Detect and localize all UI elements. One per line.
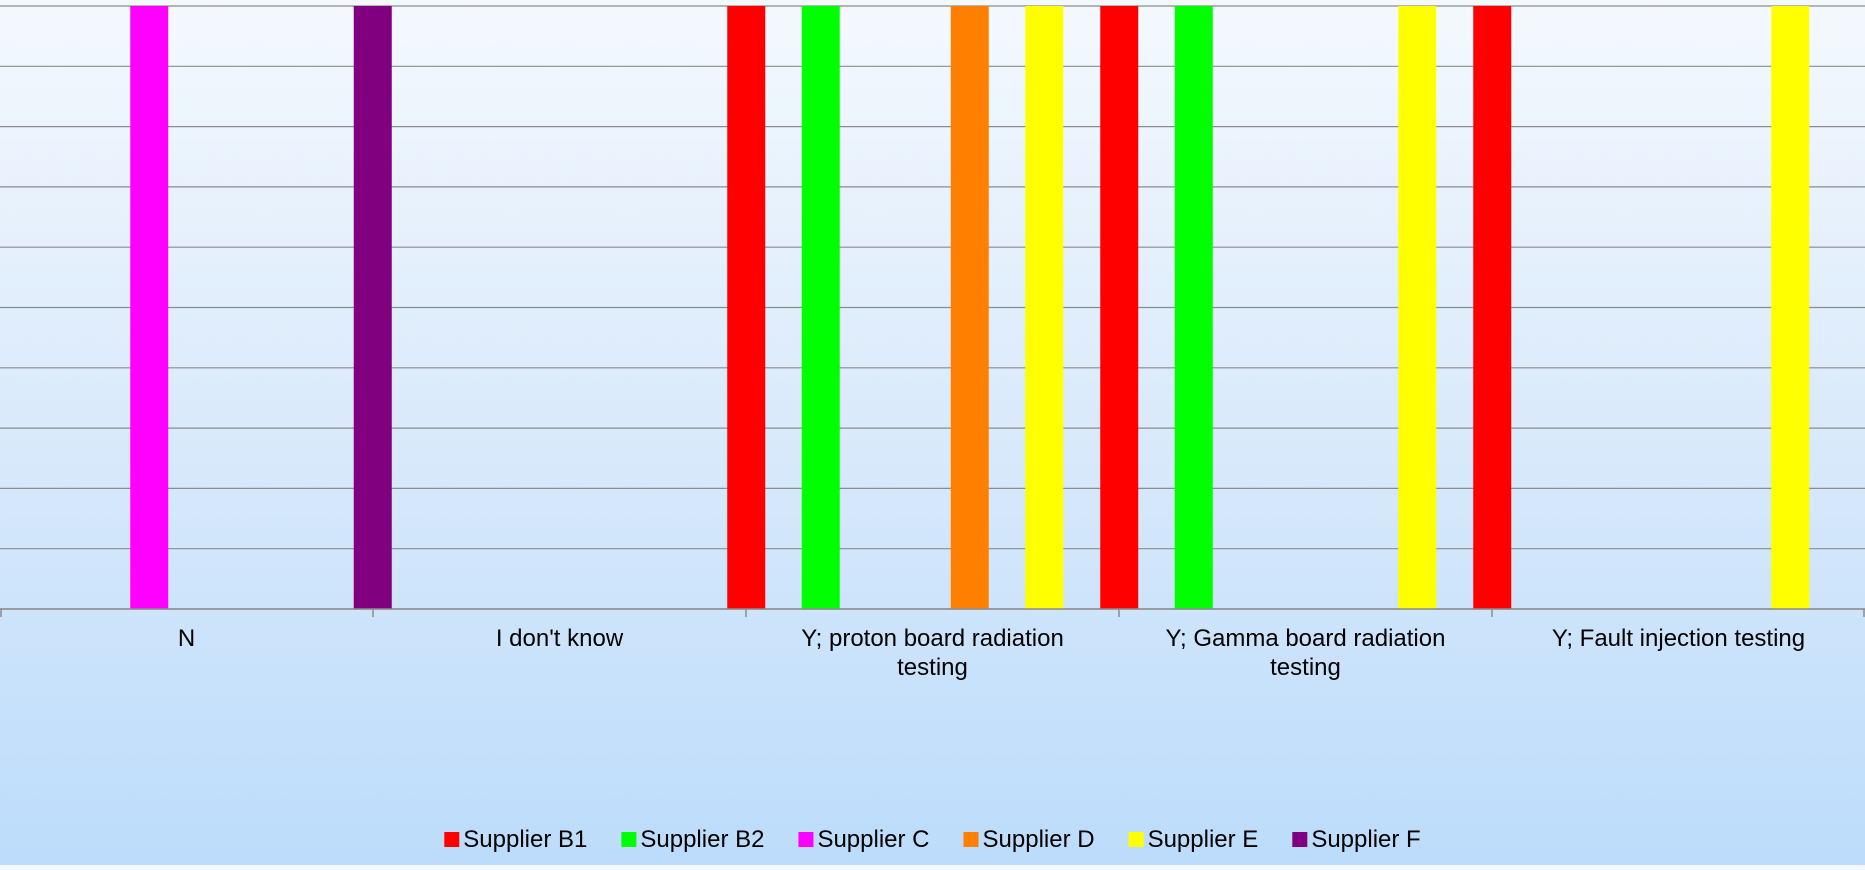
x-tick-label: Y; Fault injection testing: [1552, 625, 1805, 652]
x-tick-label: Y; Gamma board radiation testing: [1166, 625, 1446, 681]
bar-supplier-b1-3: [1100, 6, 1139, 609]
x-tick-label: I don't know: [496, 625, 624, 652]
bar-supplier-b1-4: [1473, 6, 1512, 609]
legend-swatch: [444, 832, 460, 847]
legend-label: Supplier F: [1311, 826, 1420, 853]
legend-label: Supplier B2: [640, 826, 764, 853]
bar-supplier-b1-2: [727, 6, 766, 609]
legend-swatch: [963, 832, 979, 847]
category-labels: N I don't know Y; proton board radiation te…: [178, 625, 1805, 681]
bar-supplier-b2-2: [801, 6, 840, 609]
legend-item: Supplier E: [1128, 826, 1259, 853]
bar-supplier-e-4: [1771, 6, 1810, 609]
bars: [130, 6, 1810, 609]
legend-label: Supplier C: [817, 826, 929, 853]
legend-swatch: [621, 832, 637, 847]
gridlines: [0, 5, 1865, 610]
legend-swatch: [798, 832, 814, 847]
bar-supplier-d-2: [950, 6, 989, 609]
x-tick-label: N: [178, 625, 195, 652]
bar-supplier-b2-3: [1174, 6, 1213, 609]
legend-swatch: [1128, 832, 1144, 847]
legend-item: Supplier D: [963, 826, 1095, 853]
legend-item: Supplier B2: [621, 826, 764, 853]
legend-label: Supplier D: [983, 826, 1095, 853]
x-tick-label: Y; proton board radiation testing: [801, 625, 1064, 681]
bar-supplier-c-0: [130, 6, 169, 609]
bar-supplier-e-2: [1025, 6, 1064, 609]
x-axis: [0, 608, 1865, 617]
bar-supplier-f-0: [353, 6, 392, 609]
legend: Supplier B1 Supplier B2 Supplier C Supplier…: [444, 826, 1421, 853]
bar-supplier-e-3: [1398, 6, 1437, 609]
legend-item: Supplier B1: [444, 826, 587, 853]
legend-swatch: [1292, 832, 1308, 847]
legend-label: Supplier E: [1148, 826, 1259, 853]
legend-label: Supplier B1: [463, 826, 587, 853]
legend-item: Supplier F: [1292, 826, 1421, 853]
legend-item: Supplier C: [798, 826, 930, 853]
